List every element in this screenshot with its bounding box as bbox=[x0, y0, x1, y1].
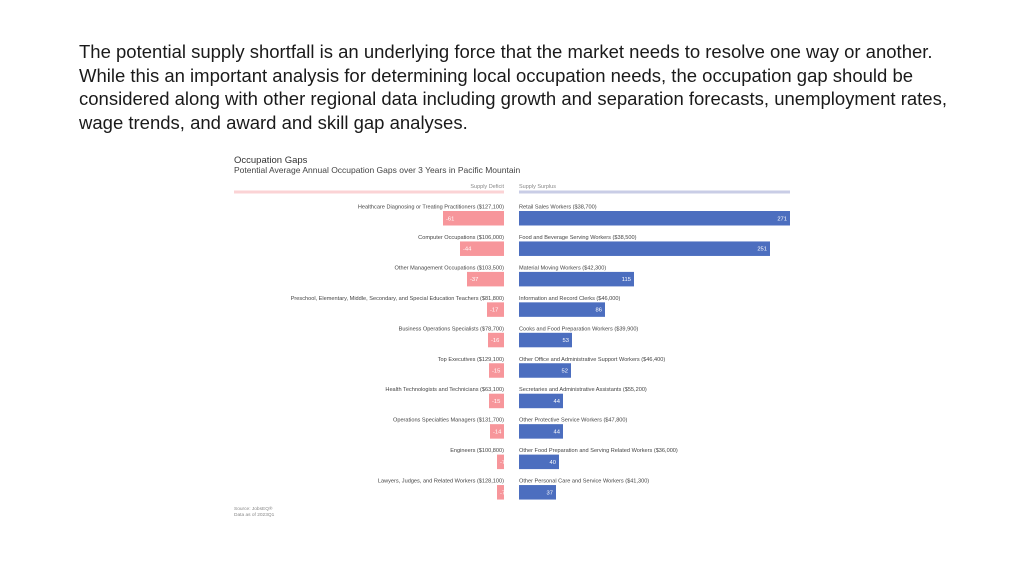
deficit-value-label: -44 bbox=[463, 247, 472, 253]
surplus-category-label: Other Food Preparation and Serving Relat… bbox=[519, 448, 678, 454]
deficit-category-label: Operations Specialties Managers ($131,70… bbox=[393, 418, 504, 424]
deficit-category-label: Health Technologists and Technicians ($6… bbox=[385, 387, 504, 393]
surplus-bar bbox=[519, 363, 571, 378]
deficit-bar bbox=[497, 454, 504, 470]
deficit-category-label: Preschool, Elementary, Middle, Secondary… bbox=[291, 296, 504, 302]
deficit-category-label: Healthcare Diagnosing or Treating Practi… bbox=[358, 205, 504, 211]
deficit-bar bbox=[443, 211, 504, 226]
deficit-value-label: -17 bbox=[490, 308, 498, 314]
surplus-value-label: 271 bbox=[777, 216, 787, 222]
surplus-category-label: Retail Sales Workers ($38,700) bbox=[519, 205, 597, 211]
surplus-value-label: 44 bbox=[554, 399, 561, 405]
surplus-value-label: 37 bbox=[547, 490, 553, 496]
surplus-category-label: Food and Beverage Serving Workers ($38,5… bbox=[519, 235, 637, 241]
surplus-category-label: Material Moving Workers ($42,300) bbox=[519, 265, 606, 271]
deficit-value-label: -7 bbox=[500, 460, 505, 466]
deficit-category-label: Computer Occupations ($106,000) bbox=[418, 235, 504, 241]
surplus-value-label: 40 bbox=[550, 460, 556, 466]
surplus-bar bbox=[519, 485, 556, 500]
surplus-header: Supply Surplus bbox=[519, 184, 556, 190]
deficit-bar bbox=[488, 332, 504, 348]
deficit-value-label: -16 bbox=[491, 338, 499, 344]
surplus-value-label: 52 bbox=[562, 369, 568, 375]
deficit-value-label: -61 bbox=[446, 216, 454, 222]
chart-source: Source: JobsEQ® bbox=[234, 505, 273, 512]
chart-data-date: Data as of 2023Q1 bbox=[234, 512, 275, 518]
surplus-value-label: 86 bbox=[596, 308, 602, 314]
deficit-value-label: -15 bbox=[492, 369, 500, 375]
deficit-value-label: -7 bbox=[500, 490, 505, 496]
deficit-category-label: Lawyers, Judges, and Related Workers ($1… bbox=[378, 479, 504, 485]
deficit-category-label: Other Management Occupations ($103,500) bbox=[395, 265, 505, 271]
deficit-category-label: Top Executives ($129,100) bbox=[438, 357, 504, 363]
surplus-category-label: Other Protective Service Workers ($47,80… bbox=[519, 418, 628, 424]
surplus-bar bbox=[519, 393, 563, 409]
surplus-category-label: Information and Record Clerks ($46,000) bbox=[519, 296, 620, 302]
deficit-header: Supply Deficit bbox=[470, 184, 504, 190]
chart-subtitle: Potential Average Annual Occupation Gaps… bbox=[234, 165, 520, 175]
surplus-bar bbox=[519, 211, 790, 226]
surplus-value-label: 44 bbox=[554, 429, 561, 435]
surplus-category-label: Cooks and Food Preparation Workers ($39,… bbox=[519, 326, 638, 332]
deficit-category-label: Engineers ($100,800) bbox=[450, 448, 504, 454]
surplus-value-label: 115 bbox=[622, 277, 631, 283]
deficit-bar bbox=[489, 363, 504, 378]
surplus-bar bbox=[519, 332, 572, 348]
deficit-category-label: Business Operations Specialists ($78,700… bbox=[399, 326, 505, 332]
deficit-value-label: -15 bbox=[492, 399, 500, 405]
surplus-category-label: Other Office and Administrative Support … bbox=[519, 357, 665, 363]
surplus-bar bbox=[519, 302, 605, 317]
surplus-bar bbox=[519, 241, 770, 256]
deficit-bar bbox=[487, 302, 504, 317]
surplus-value-label: 251 bbox=[757, 247, 767, 253]
deficit-value-label: -37 bbox=[470, 277, 478, 283]
surplus-bar bbox=[519, 424, 563, 439]
surplus-category-label: Secretaries and Administrative Assistant… bbox=[519, 387, 647, 393]
bars-layer: Healthcare Diagnosing or Treating Practi… bbox=[291, 205, 790, 500]
deficit-bar bbox=[490, 424, 504, 439]
surplus-value-label: 53 bbox=[563, 338, 569, 344]
surplus-bar bbox=[519, 454, 559, 470]
slide-body-text: The potential supply shortfall is an und… bbox=[79, 41, 947, 133]
deficit-bar bbox=[460, 241, 504, 256]
deficit-bar bbox=[467, 271, 504, 287]
chart-title: Occupation Gaps bbox=[234, 155, 308, 166]
deficit-header-band bbox=[234, 190, 504, 194]
surplus-category-label: Other Personal Care and Service Workers … bbox=[519, 479, 649, 485]
deficit-value-label: -14 bbox=[493, 429, 502, 435]
surplus-header-band bbox=[519, 190, 790, 194]
deficit-bar bbox=[489, 393, 504, 409]
deficit-bar bbox=[497, 485, 504, 500]
surplus-bar bbox=[519, 271, 634, 287]
